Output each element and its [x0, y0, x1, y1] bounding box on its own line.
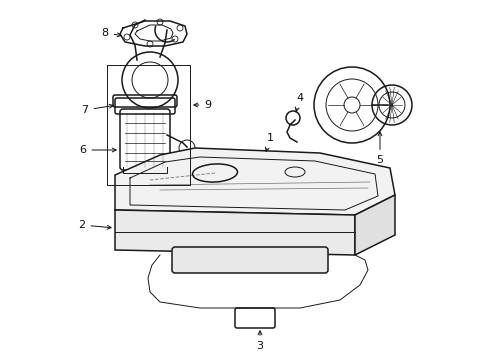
Text: 8: 8	[101, 28, 121, 38]
Polygon shape	[355, 195, 395, 255]
Polygon shape	[115, 210, 355, 255]
Text: 3: 3	[256, 331, 264, 351]
FancyBboxPatch shape	[172, 247, 328, 273]
Text: 1: 1	[265, 133, 273, 151]
Text: 9: 9	[194, 100, 212, 110]
Polygon shape	[115, 148, 395, 215]
Text: 2: 2	[78, 220, 111, 230]
Text: 4: 4	[295, 93, 304, 111]
Text: 6: 6	[79, 145, 116, 155]
Text: 5: 5	[376, 132, 384, 165]
Text: 7: 7	[81, 104, 113, 115]
